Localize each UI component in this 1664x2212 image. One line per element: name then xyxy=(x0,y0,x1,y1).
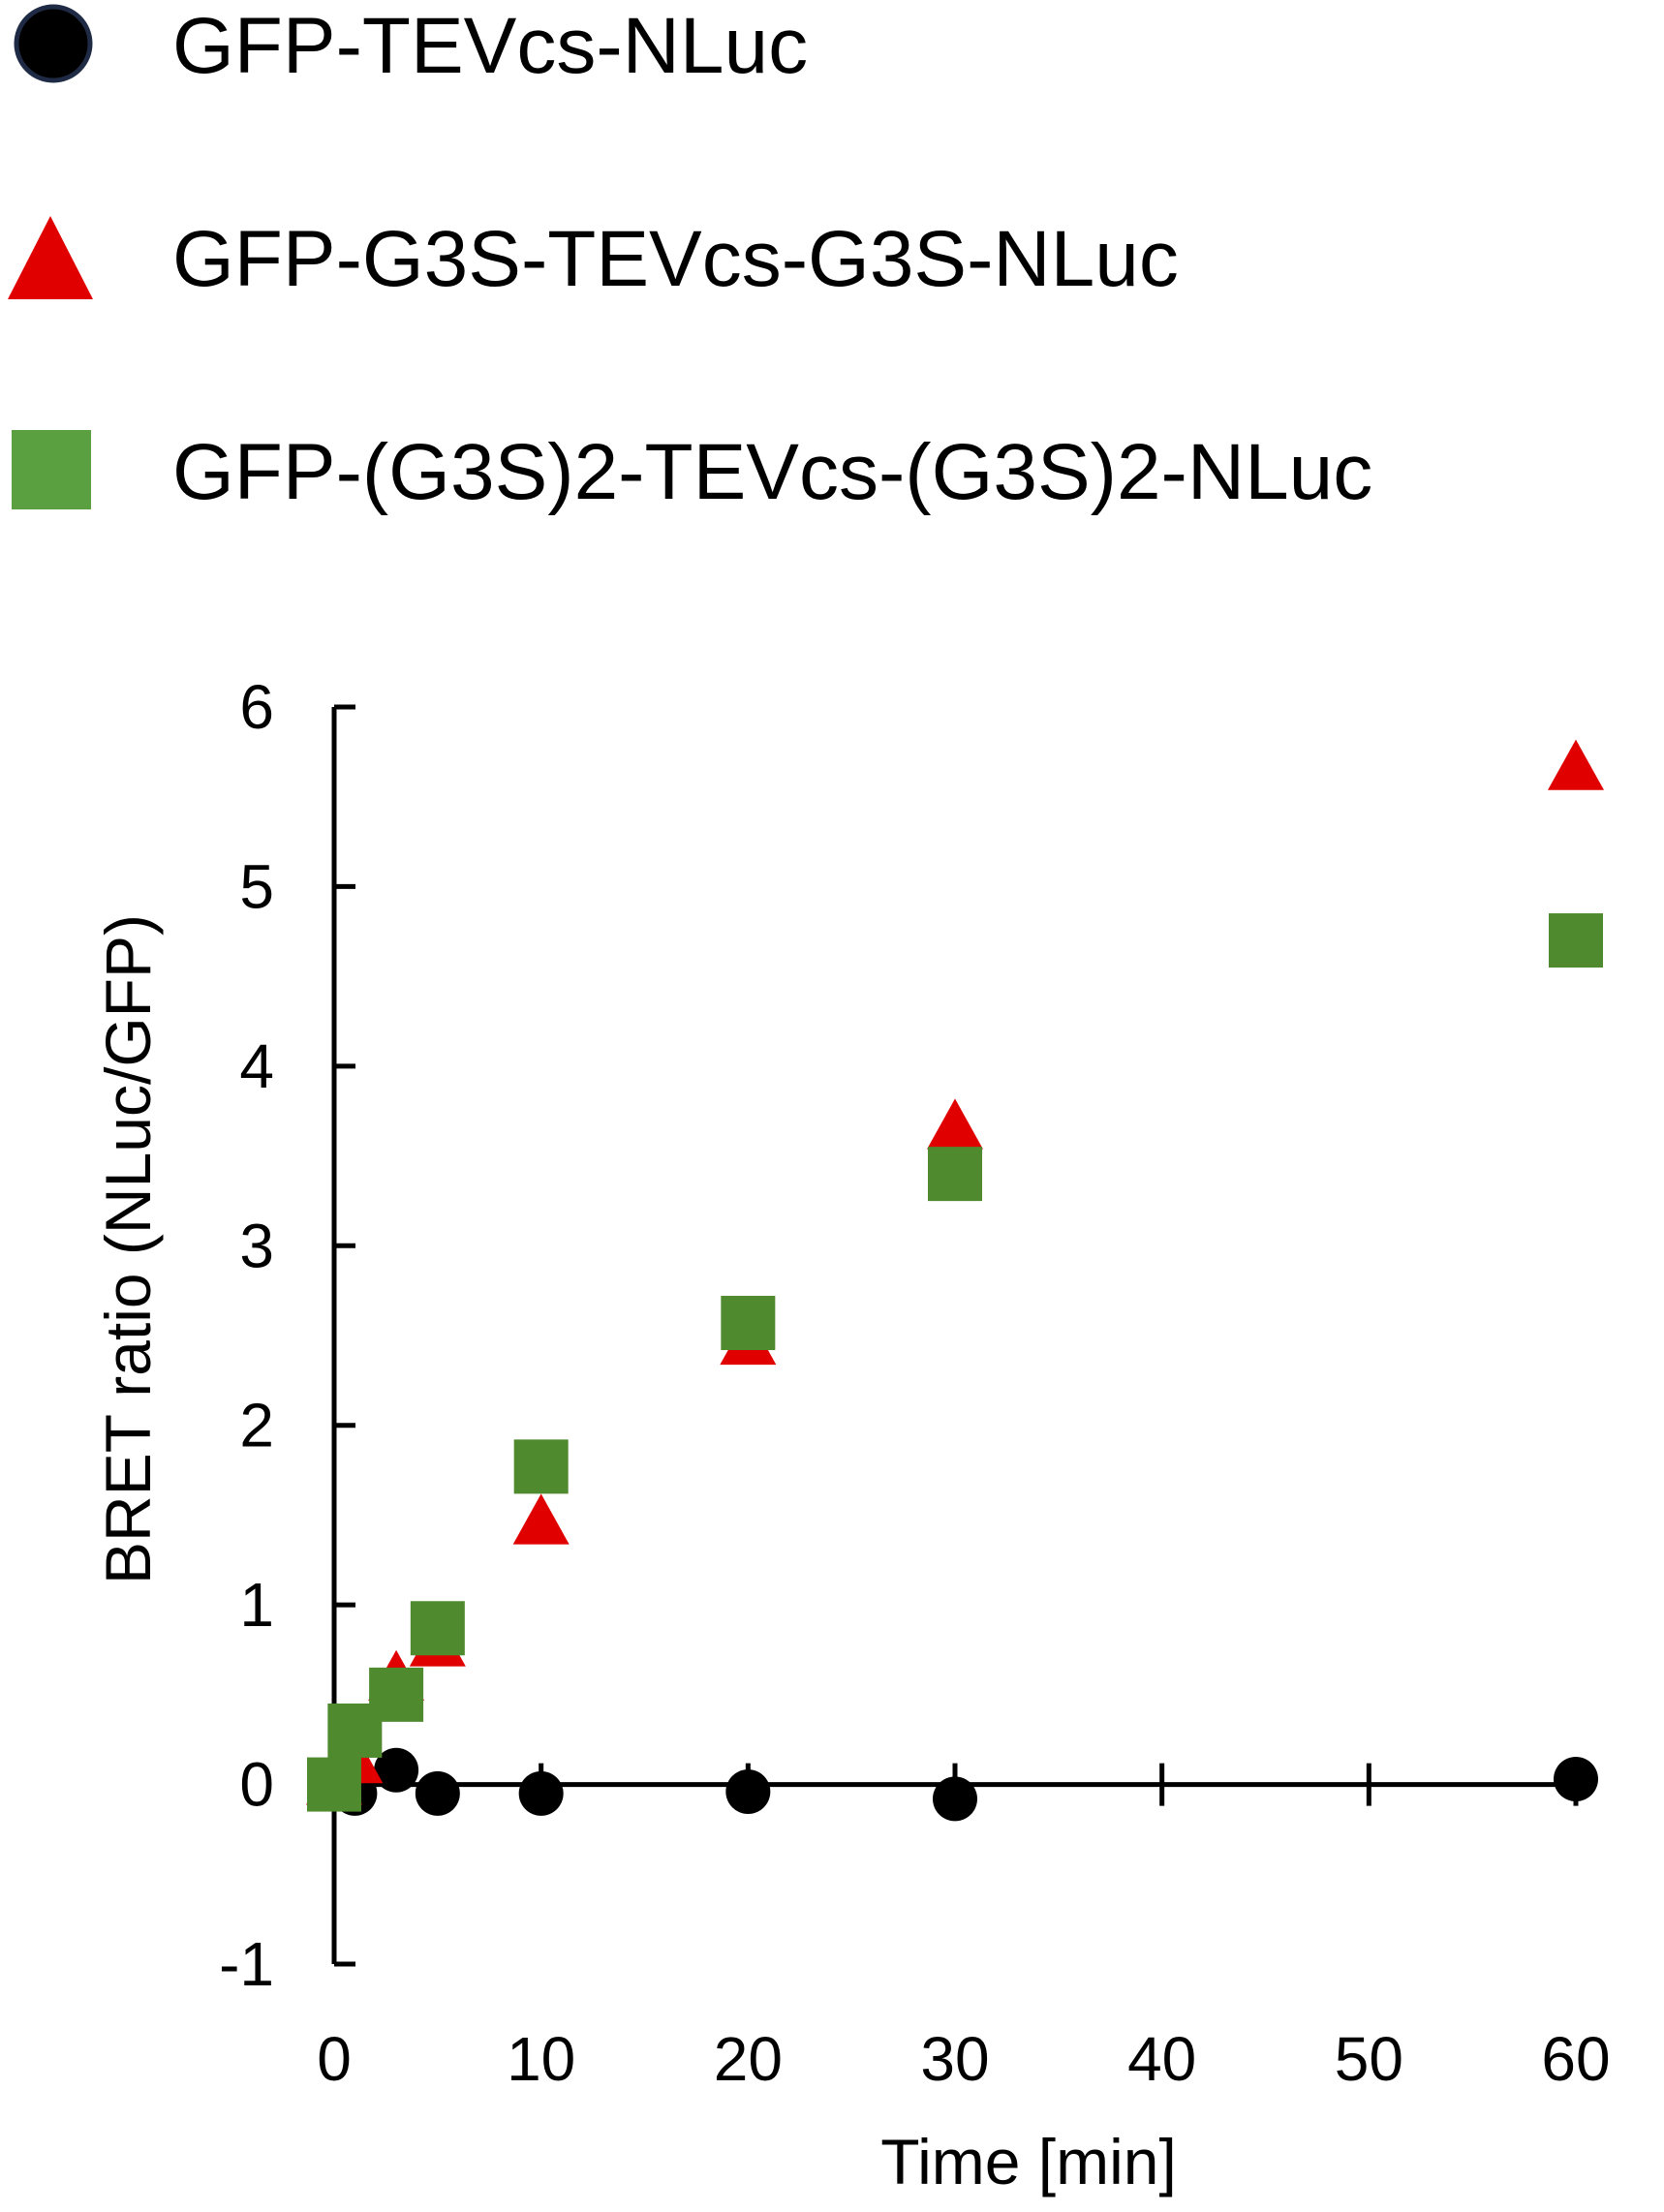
legend-label: GFP-G3S-TEVcs-G3S-NLuc xyxy=(172,215,1179,303)
x-tick-label: 50 xyxy=(1335,2024,1403,2094)
x-tick-label: 10 xyxy=(507,2024,575,2094)
series-3 xyxy=(307,913,1603,1812)
y-tick-label: 5 xyxy=(239,851,274,921)
x-tick-label: 30 xyxy=(920,2024,989,2094)
data-point-circle xyxy=(933,1776,977,1822)
data-point-circle xyxy=(374,1747,419,1793)
y-tick-label: 2 xyxy=(239,1391,274,1460)
data-point-circle xyxy=(725,1768,771,1814)
x-tick-label: 0 xyxy=(317,2024,352,2094)
x-tick-label: 60 xyxy=(1541,2024,1610,2094)
y-axis-title: BRET ratio (NLuc/GFP) xyxy=(92,914,164,1584)
legend-marker-triangle xyxy=(8,216,93,299)
legend-label: GFP-TEVcs-NLuc xyxy=(172,2,808,90)
data-point-square xyxy=(513,1439,569,1494)
data-point-square xyxy=(369,1667,424,1722)
data-point-triangle xyxy=(512,1493,570,1545)
y-tick-label: 3 xyxy=(239,1211,274,1280)
data-point-square xyxy=(928,1147,982,1202)
y-tick-label: 1 xyxy=(239,1570,274,1640)
x-tick-label: 20 xyxy=(714,2024,783,2094)
x-axis-title: Time [min] xyxy=(880,2126,1177,2197)
data-point-square xyxy=(1549,913,1603,968)
y-tick-label: 6 xyxy=(239,672,274,742)
x-tick-label: 40 xyxy=(1127,2024,1196,2094)
legend: GFP-TEVcs-NLuc GFP-G3S-TEVcs-G3S-NLuc GFP-… xyxy=(8,2,1372,516)
y-tick-label: 4 xyxy=(239,1031,274,1101)
data-point-square xyxy=(307,1757,361,1812)
legend-item-3: GFP-(G3S)2-TEVcs-(G3S)2-NLuc xyxy=(12,428,1372,516)
y-tick-label: -1 xyxy=(219,1929,274,1999)
data-point-circle xyxy=(518,1770,564,1816)
data-point-triangle xyxy=(1548,739,1604,790)
series-2 xyxy=(306,739,1604,1805)
data-point-square xyxy=(721,1296,776,1351)
legend-item-2: GFP-G3S-TEVcs-G3S-NLuc xyxy=(8,215,1179,303)
data-marks xyxy=(306,739,1604,1822)
y-tick-label: 0 xyxy=(239,1750,274,1820)
legend-marker-square xyxy=(12,430,91,509)
data-point-circle xyxy=(1554,1757,1598,1802)
legend-item-1: GFP-TEVcs-NLuc xyxy=(14,2,808,90)
data-point-circle xyxy=(415,1770,460,1816)
data-point-square xyxy=(410,1601,465,1656)
data-point-triangle xyxy=(927,1098,983,1150)
legend-marker-circle xyxy=(14,4,93,83)
legend-label: GFP-(G3S)2-TEVcs-(G3S)2-NLuc xyxy=(172,428,1372,516)
